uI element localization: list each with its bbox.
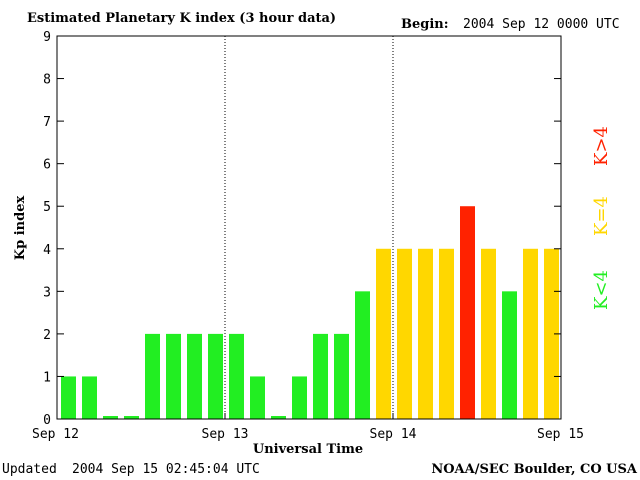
y-tick-label: 9 xyxy=(43,30,51,45)
y-tick-label: 0 xyxy=(43,413,51,428)
x-tick-label: Sep 12 xyxy=(32,427,79,442)
plot-frame xyxy=(56,35,562,420)
bar-kp xyxy=(439,248,454,419)
y-tick-label: 5 xyxy=(43,200,51,215)
bar-kp xyxy=(523,248,538,419)
bar-kp xyxy=(103,416,118,419)
y-tick-label: 6 xyxy=(43,158,51,173)
bar-kp xyxy=(124,416,139,419)
bar-kp xyxy=(82,376,97,419)
bar-kp xyxy=(460,206,475,419)
y-tick-label: 4 xyxy=(43,243,51,258)
x-tick-label: Sep 13 xyxy=(202,427,249,442)
bar-kp xyxy=(334,333,349,419)
y-tick-label: 8 xyxy=(43,73,51,88)
y-tick-label: 7 xyxy=(43,115,51,130)
bar-kp xyxy=(208,333,223,419)
begin-value: 2004 Sep 12 0000 UTC xyxy=(463,17,620,32)
y-tick-label: 2 xyxy=(43,328,51,343)
credit-text: NOAA/SEC Boulder, CO USA xyxy=(431,462,638,477)
updated-value: 2004 Sep 15 02:45:04 UTC xyxy=(72,462,260,477)
x-tick-label: Sep 14 xyxy=(370,427,417,442)
bar-kp xyxy=(166,333,181,419)
bar-kp xyxy=(502,291,517,419)
bar-kp xyxy=(145,333,160,419)
plot-area: 0 1 2 3 4 5 6 7 8 9 Sep 12 Sep 13 Sep 14 Sep 15 xyxy=(32,30,584,442)
y-tick-label: 1 xyxy=(43,370,51,385)
chart-title: Estimated Planetary K index (3 hour data… xyxy=(27,11,336,26)
x-tick-label: Sep 15 xyxy=(537,427,584,442)
bar-kp xyxy=(376,248,391,419)
y-axis-title: Kp index xyxy=(13,196,28,261)
legend-low: K<4 xyxy=(591,270,612,310)
bar-kp xyxy=(313,333,328,419)
updated-label: Updated xyxy=(2,462,57,477)
bar-kp xyxy=(271,416,286,419)
bar-kp xyxy=(61,376,76,419)
y-tick-label: 3 xyxy=(43,285,51,300)
legend-mid: K=4 xyxy=(591,196,612,236)
bar-kp xyxy=(355,291,370,419)
bar-kp xyxy=(292,376,307,419)
legend-high: K>4 xyxy=(591,126,612,166)
bar-kp xyxy=(481,248,496,419)
bar-kp xyxy=(187,333,202,419)
bar-kp xyxy=(250,376,265,419)
bar-kp xyxy=(397,248,412,419)
begin-label: Begin: xyxy=(401,17,449,32)
bar-kp xyxy=(229,333,244,419)
x-axis-title: Universal Time xyxy=(253,442,363,457)
bar-kp xyxy=(418,248,433,419)
